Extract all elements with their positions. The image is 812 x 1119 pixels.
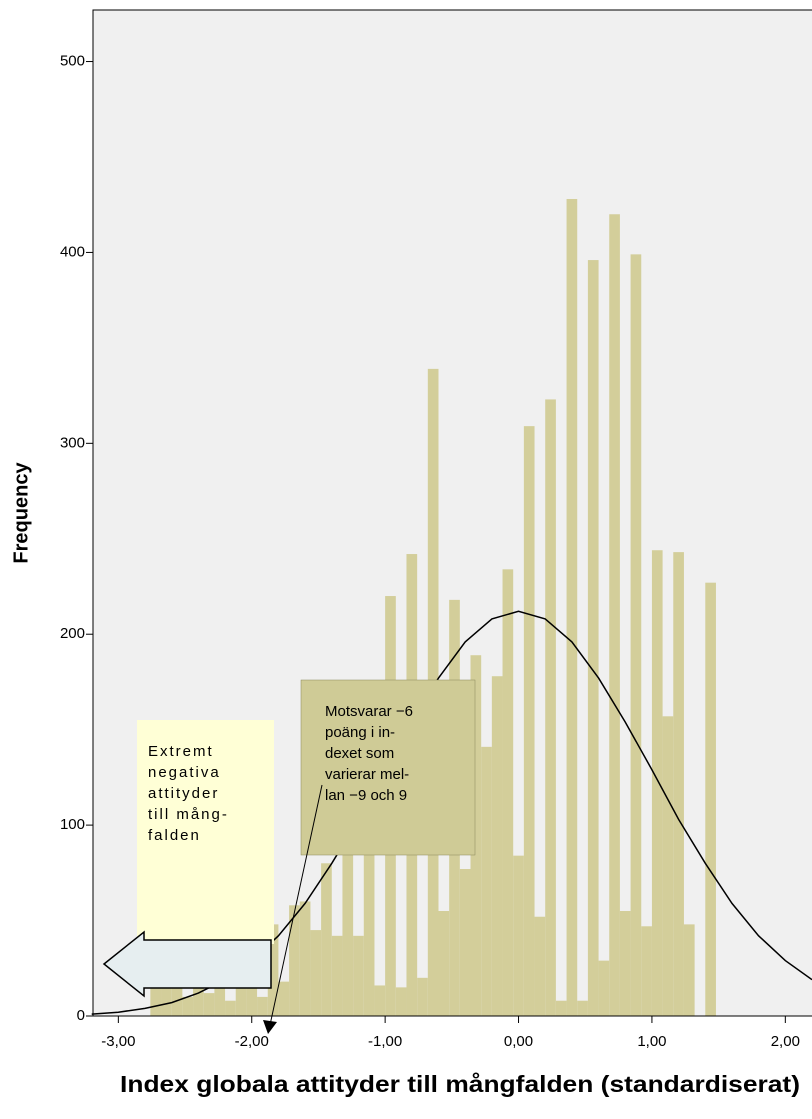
bar bbox=[555, 1000, 567, 1016]
bar bbox=[587, 260, 599, 1016]
bar bbox=[267, 924, 279, 1016]
bar bbox=[321, 863, 332, 1016]
bar bbox=[459, 869, 471, 1016]
bar bbox=[363, 825, 375, 1016]
bar bbox=[342, 848, 354, 1016]
bar bbox=[641, 926, 652, 1016]
x-tick-label: 2,00 bbox=[771, 1033, 800, 1050]
y-tick-label: 300 bbox=[60, 434, 85, 451]
annotation-text: Motsvarar −6 bbox=[325, 703, 413, 720]
annotation-box bbox=[137, 720, 274, 944]
bar bbox=[491, 676, 503, 1016]
bar bbox=[502, 569, 514, 1016]
bar bbox=[225, 1000, 236, 1016]
x-tick-label: -3,00 bbox=[101, 1033, 135, 1050]
bar bbox=[353, 935, 364, 1016]
bar bbox=[310, 930, 322, 1016]
bar bbox=[470, 655, 482, 1016]
bar bbox=[289, 905, 300, 1016]
bar bbox=[278, 981, 290, 1016]
bar bbox=[534, 916, 546, 1016]
annotation-text: Extremt bbox=[148, 743, 214, 760]
annotation-text: falden bbox=[148, 827, 201, 844]
bar bbox=[235, 968, 247, 1016]
bar bbox=[683, 924, 695, 1016]
y-tick-label: 0 bbox=[77, 1007, 85, 1024]
bar bbox=[513, 855, 524, 1016]
bar bbox=[481, 746, 492, 1016]
bar bbox=[331, 935, 343, 1016]
bar bbox=[257, 996, 268, 1016]
bar bbox=[438, 911, 450, 1016]
x-tick-label: -2,00 bbox=[235, 1033, 269, 1050]
x-axis-title: Index globala attityder till mångfalden … bbox=[120, 1071, 800, 1097]
y-axis-title: Frequency bbox=[10, 462, 32, 564]
y-tick-label: 400 bbox=[60, 243, 85, 260]
bar bbox=[609, 214, 620, 1016]
bar bbox=[299, 901, 311, 1016]
x-tick-label: 0,00 bbox=[504, 1033, 533, 1050]
annotations: Extremt negativa attityder till mång-falden… bbox=[102, 679, 476, 1034]
bar bbox=[566, 198, 578, 1017]
bar bbox=[705, 582, 716, 1016]
bar bbox=[598, 960, 610, 1016]
x-tick-label: 1,00 bbox=[637, 1033, 666, 1050]
bar bbox=[545, 399, 556, 1017]
axes: 0 100 200 300 400 500 -3,00 -2,00 -1,00 0,00 1,00 2… bbox=[60, 10, 812, 1050]
bar bbox=[161, 987, 172, 1016]
bar bbox=[673, 552, 684, 1016]
bar bbox=[651, 550, 663, 1016]
annotation-text: dexet som bbox=[325, 745, 394, 762]
bar bbox=[630, 254, 642, 1016]
bar bbox=[577, 1000, 588, 1016]
annotation-text: poäng i in- bbox=[325, 724, 395, 741]
annotation-text: negativa bbox=[148, 764, 221, 781]
arrow bbox=[102, 930, 272, 998]
bar bbox=[374, 985, 386, 1016]
bar bbox=[619, 911, 631, 1016]
bar bbox=[662, 716, 674, 1016]
bar bbox=[395, 987, 407, 1016]
y-tick-label: 200 bbox=[60, 625, 85, 642]
annotation-text: till mång- bbox=[148, 806, 229, 823]
annotation-text: attityder bbox=[148, 785, 219, 802]
annotation-text: varierar mel- bbox=[325, 766, 409, 783]
pointer-line bbox=[269, 784, 323, 1026]
pointer-head bbox=[263, 1020, 277, 1034]
bar bbox=[203, 993, 215, 1016]
annotation-text: lan −9 och 9 bbox=[325, 787, 407, 804]
bar bbox=[523, 426, 535, 1016]
bar bbox=[182, 996, 194, 1016]
bar bbox=[417, 977, 428, 1016]
y-tick-label: 500 bbox=[60, 53, 85, 70]
x-tick-label: -1,00 bbox=[368, 1033, 402, 1050]
bar bbox=[150, 962, 162, 1016]
annotation-box bbox=[300, 679, 476, 856]
y-tick-label: 100 bbox=[60, 816, 85, 833]
